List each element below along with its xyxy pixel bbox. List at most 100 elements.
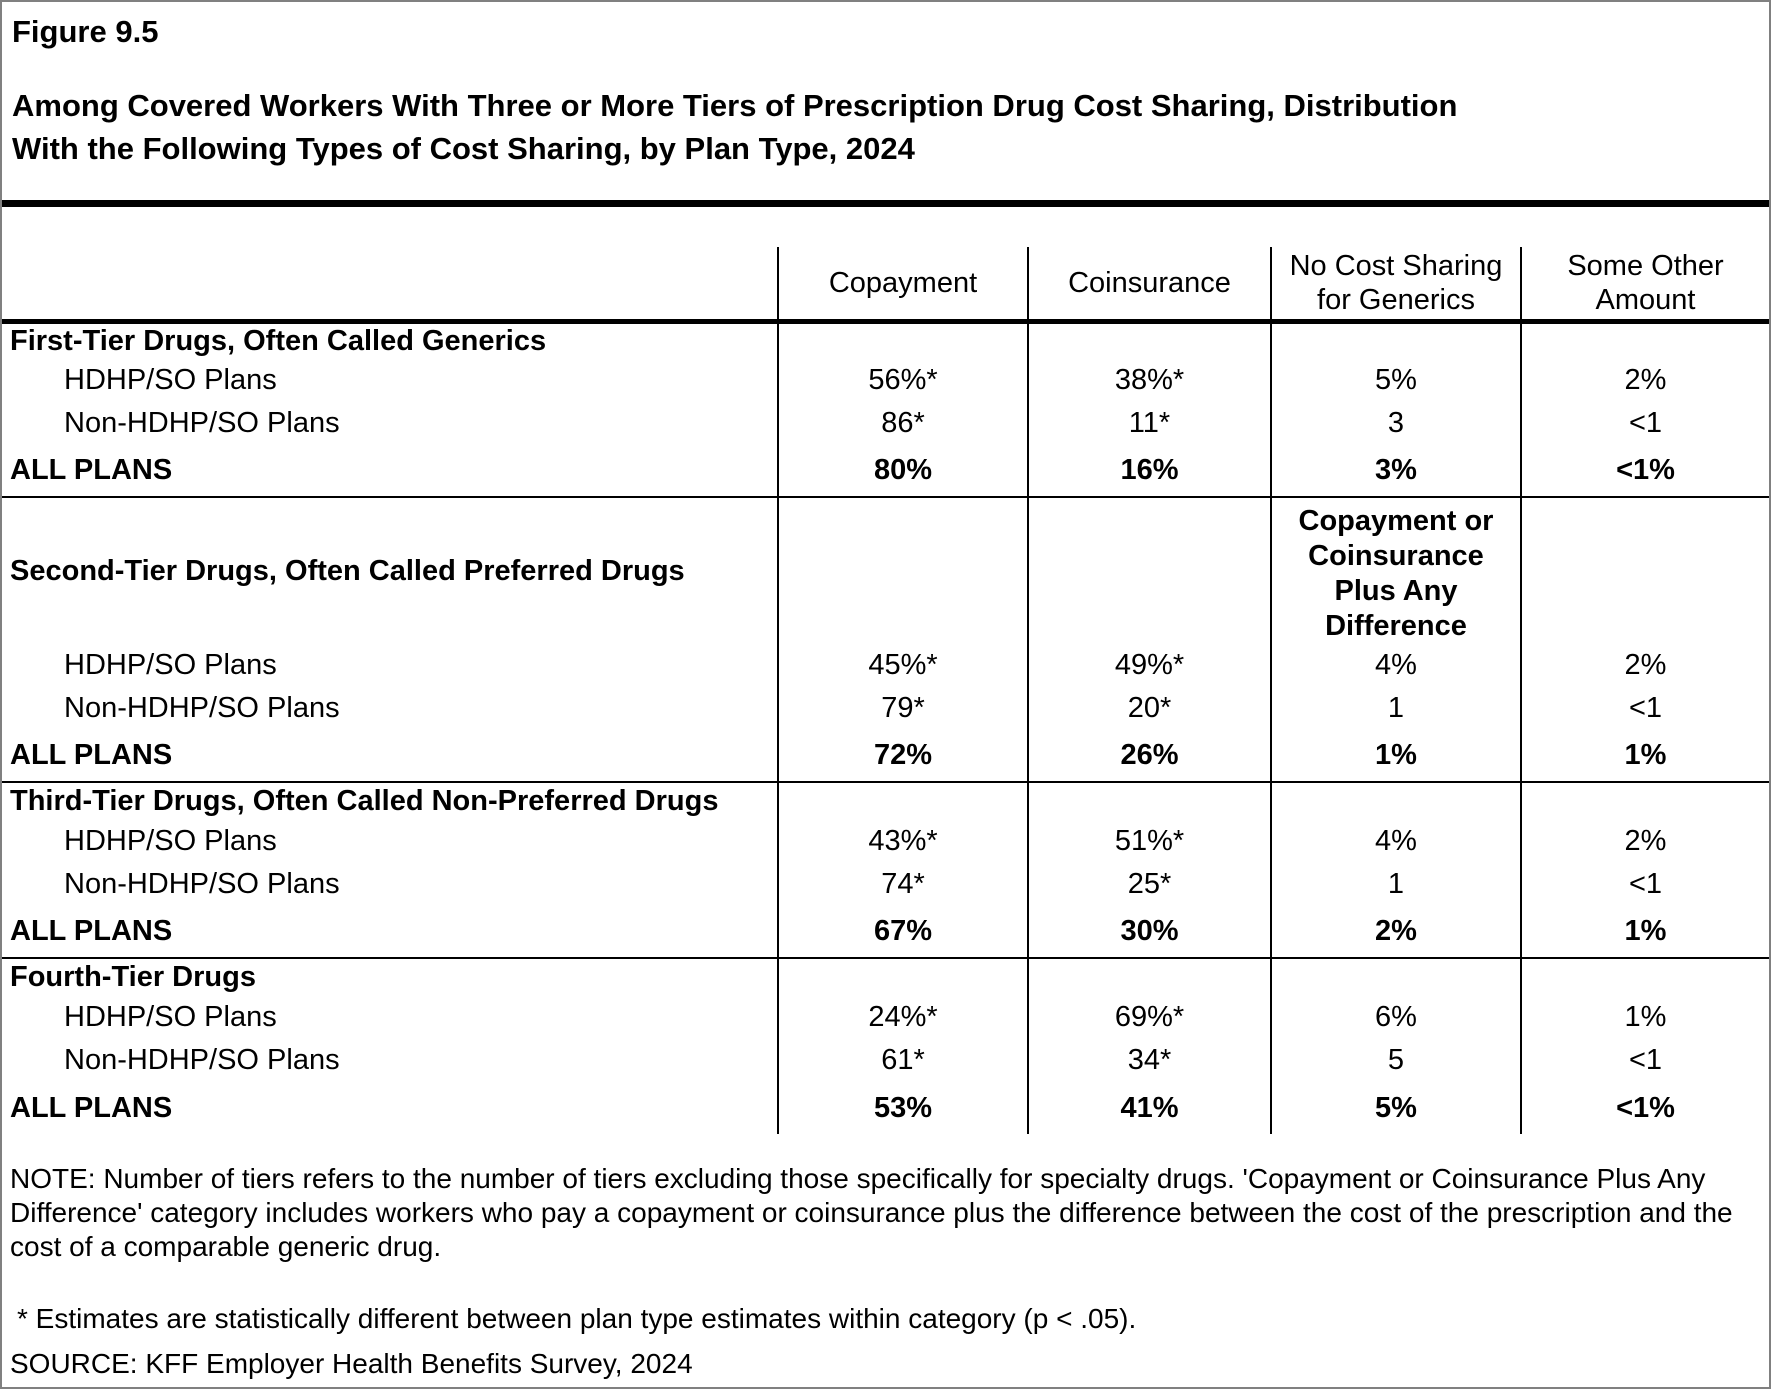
row-label: HDHP/SO Plans (64, 825, 277, 857)
table-row: Non-HDHP/SO Plans 61* 34* 5 <1 (2, 1039, 1769, 1082)
section-title: Third-Tier Drugs, Often Called Non-Prefe… (10, 785, 719, 817)
table-row: ALL PLANS 53% 41% 5% <1% (2, 1082, 1769, 1134)
source-text: SOURCE: KFF Employer Health Benefits Sur… (10, 1348, 693, 1379)
table-row: ALL PLANS 72% 26% 1% 1% (2, 730, 1769, 783)
column-header-no-cost-sharing: No Cost Sharing for Generics (1270, 247, 1521, 324)
value-cell: 74* (777, 863, 1028, 906)
title-divider (2, 200, 1769, 207)
value-cell: 61* (777, 1039, 1028, 1082)
value-cell: 1 (1270, 863, 1521, 906)
asterisk-note: * Estimates are statistically different … (17, 1303, 1137, 1334)
value-cell: 43%* (777, 820, 1028, 863)
value-cell: 11* (1027, 402, 1271, 445)
value-cell: 51%* (1027, 820, 1271, 863)
table-row: Non-HDHP/SO Plans 79* 20* 1 <1 (2, 687, 1769, 730)
value-cell: 5 (1270, 1039, 1521, 1082)
empty-cell (1520, 958, 1769, 996)
table-row: HDHP/SO Plans 56%* 38%* 5% 2% (2, 359, 1769, 402)
empty-header-cell (2, 247, 778, 324)
row-label: HDHP/SO Plans (64, 364, 277, 396)
empty-cell (1027, 782, 1271, 820)
table-row: ALL PLANS 80% 16% 3% <1% (2, 445, 1769, 498)
empty-cell (777, 321, 1028, 359)
value-cell: 49%* (1027, 644, 1271, 687)
row-label: ALL PLANS (10, 1091, 173, 1124)
value-cell: 16% (1027, 445, 1271, 498)
value-cell: 4% (1270, 644, 1521, 687)
table-row: ALL PLANS 67% 30% 2% 1% (2, 906, 1769, 959)
value-cell: 1% (1270, 730, 1521, 783)
value-cell: 56%* (777, 359, 1028, 402)
empty-cell (1270, 958, 1521, 996)
value-cell: 25* (1027, 863, 1271, 906)
value-cell: <1 (1520, 687, 1769, 730)
row-label: ALL PLANS (2, 730, 778, 783)
value-cell: 53% (777, 1082, 1028, 1134)
table-row: Non-HDHP/SO Plans 86* 11* 3 <1 (2, 402, 1769, 445)
empty-cell (777, 782, 1028, 820)
empty-cell (1520, 782, 1769, 820)
section-title: First-Tier Drugs, Often Called Generics (10, 324, 547, 357)
value-cell: 5% (1270, 1082, 1521, 1134)
column-header-copayment: Copayment (777, 247, 1028, 324)
row-label: Non-HDHP/SO Plans (64, 692, 340, 724)
value-cell: 67% (777, 906, 1028, 959)
row-label: HDHP/SO Plans (64, 1001, 277, 1033)
value-cell: 79* (777, 687, 1028, 730)
value-cell: <1 (1520, 402, 1769, 445)
section-header-row: Third-Tier Drugs, Often Called Non-Prefe… (2, 782, 1769, 820)
table-row: Non-HDHP/SO Plans 74* 25* 1 <1 (2, 863, 1769, 906)
value-cell: 1% (1520, 906, 1769, 959)
column-header-coinsurance: Coinsurance (1027, 247, 1271, 324)
value-cell: 26% (1027, 730, 1271, 783)
row-label: Non-HDHP/SO Plans (64, 1044, 340, 1076)
table-row: HDHP/SO Plans 45%* 49%* 4% 2% (2, 644, 1769, 687)
value-cell: 24%* (777, 996, 1028, 1039)
section-title: Second-Tier Drugs, Often Called Preferre… (10, 554, 685, 587)
value-cell: 1 (1270, 687, 1521, 730)
value-cell: 30% (1027, 906, 1271, 959)
empty-cell (1270, 782, 1521, 820)
value-cell: 3 (1270, 402, 1521, 445)
value-cell: 5% (1270, 359, 1521, 402)
value-cell: 4% (1270, 820, 1521, 863)
row-label: ALL PLANS (2, 906, 778, 959)
figure-title: Among Covered Workers With Three or More… (12, 88, 1458, 166)
value-cell: 2% (1520, 644, 1769, 687)
empty-cell (1270, 321, 1521, 359)
value-cell: 1% (1520, 996, 1769, 1039)
empty-cell (1027, 321, 1271, 359)
col3-subheader: Copayment or Coinsurance Plus Any Differ… (1270, 497, 1521, 644)
row-label: Non-HDHP/SO Plans (64, 407, 340, 439)
value-cell: 86* (777, 402, 1028, 445)
section-header-row: Fourth-Tier Drugs (2, 958, 1769, 996)
value-cell: 3% (1270, 445, 1521, 498)
value-cell: 80% (777, 445, 1028, 498)
value-cell: <1% (1520, 445, 1769, 498)
value-cell: 6% (1270, 996, 1521, 1039)
value-cell: 45%* (777, 644, 1028, 687)
empty-cell (777, 958, 1028, 996)
table-row: HDHP/SO Plans 43%* 51%* 4% 2% (2, 820, 1769, 863)
figure-label: Figure 9.5 (12, 14, 159, 49)
value-cell: 2% (1520, 359, 1769, 402)
value-cell: 69%* (1027, 996, 1271, 1039)
note-text: NOTE: Number of tiers refers to the numb… (10, 1163, 1733, 1262)
value-cell: 1% (1520, 730, 1769, 783)
value-cell: 20* (1027, 687, 1271, 730)
empty-cell (1520, 321, 1769, 359)
value-cell: 34* (1027, 1039, 1271, 1082)
row-label: ALL PLANS (2, 445, 778, 498)
value-cell: 38%* (1027, 359, 1271, 402)
row-label: Non-HDHP/SO Plans (64, 868, 340, 900)
row-label: HDHP/SO Plans (64, 649, 277, 681)
cost-sharing-table: Copayment Coinsurance No Cost Sharing fo… (2, 247, 1769, 1134)
value-cell: <1 (1520, 1039, 1769, 1082)
table-header-row: Copayment Coinsurance No Cost Sharing fo… (2, 247, 1769, 324)
value-cell: 2% (1520, 820, 1769, 863)
empty-cell (1520, 497, 1769, 644)
value-cell: <1 (1520, 863, 1769, 906)
column-header-some-other: Some Other Amount (1520, 247, 1769, 324)
table-row: HDHP/SO Plans 24%* 69%* 6% 1% (2, 996, 1769, 1039)
